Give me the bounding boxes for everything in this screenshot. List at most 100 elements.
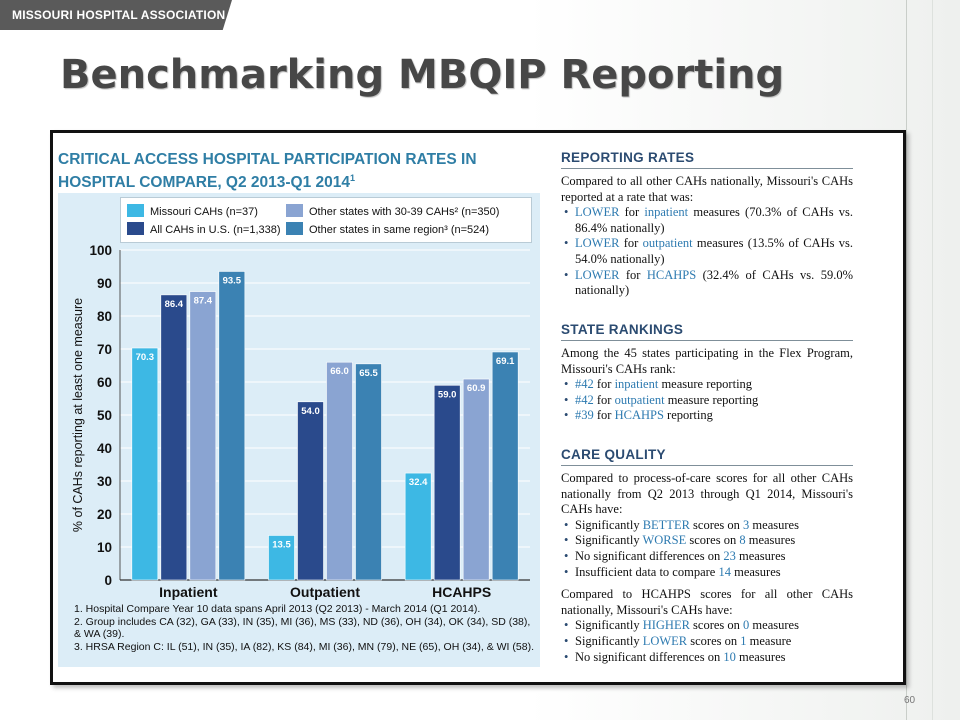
page-title: Benchmarking MBQIP Reporting	[60, 52, 785, 98]
bar-value-label: 60.9	[467, 383, 486, 394]
bar	[326, 361, 353, 581]
list-keyword: HIGHER	[642, 618, 690, 633]
y-tick-label: 0	[104, 573, 112, 588]
bar-value-label: 87.4	[194, 296, 213, 307]
bar	[404, 472, 432, 581]
list-item: Significantly LOWER scores on 1 measure	[564, 633, 853, 650]
section-heading: CARE QUALITY	[561, 447, 853, 466]
list-text: measures (13.5% of CAHs vs. 54.0% nation…	[575, 236, 853, 266]
list-text: measure reporting	[658, 377, 753, 392]
footnote: 3. HRSA Region C: IL (51), IN (35), IA (…	[74, 641, 534, 654]
list-keyword: outpatient	[614, 392, 665, 407]
list-text: reporting	[663, 408, 713, 423]
list-item: No significant differences on 23 measure…	[564, 548, 853, 565]
list-lead: LOWER	[575, 236, 620, 251]
list-number: 3	[743, 517, 750, 532]
chart-title-line1: CRITICAL ACCESS HOSPITAL PARTICIPATION R…	[58, 151, 477, 168]
legend-label: Other states in same region³ (n=524)	[309, 224, 490, 236]
decorative-rule	[906, 0, 907, 720]
y-tick-label: 40	[97, 441, 112, 456]
chart-title-footnote-mark: 1	[350, 173, 356, 183]
chart-title: CRITICAL ACCESS HOSPITAL PARTICIPATION R…	[58, 150, 528, 192]
list-item: Significantly HIGHER scores on 0 measure…	[564, 618, 853, 634]
page-number: 60	[904, 695, 916, 706]
list-keyword: WORSE	[642, 533, 687, 548]
care-quality-list-2: Significantly HIGHER scores on 0 measure…	[561, 618, 853, 665]
bar-value-label: 93.5	[223, 275, 242, 286]
list-text: measures	[730, 564, 781, 579]
state-rankings-section: STATE RANKINGS Among the 45 states parti…	[561, 322, 853, 424]
list-number: 14	[718, 564, 731, 579]
footnote: 2. Group includes CA (32), GA (33), IN (…	[74, 615, 531, 641]
care-quality-section: CARE QUALITY Compared to process-of-care…	[561, 447, 853, 665]
legend-swatch	[286, 222, 303, 235]
y-tick-label: 50	[97, 408, 112, 423]
list-keyword: inpatient	[644, 205, 689, 220]
y-tick-label: 60	[97, 375, 112, 390]
bar-value-label: 59.0	[438, 389, 457, 400]
list-keyword: LOWER	[642, 633, 688, 648]
list-text: Significantly	[575, 618, 643, 633]
bar	[297, 401, 324, 581]
list-item: LOWER for HCAHPS (32.4% of CAHs vs. 59.0…	[564, 267, 853, 299]
list-text: Significantly	[575, 517, 643, 532]
bar-value-label: 66.0	[330, 366, 349, 377]
bar	[462, 378, 490, 581]
y-tick-label: 90	[97, 276, 112, 291]
footnote: 1. Hospital Compare Year 10 data spans A…	[74, 603, 481, 615]
section-intro: Compared to process-of-care scores for a…	[561, 471, 853, 517]
legend-label: Missouri CAHs (n=37)	[150, 206, 258, 218]
section-heading: REPORTING RATES	[561, 150, 853, 169]
x-category-label: Inpatient	[159, 584, 218, 600]
list-rank: #39	[575, 408, 594, 423]
chart-legend: Missouri CAHs (n=37) All CAHs in U.S. (n…	[120, 197, 532, 243]
legend-label: Other states with 30-39 CAHs² (n=350)	[309, 206, 500, 218]
list-text: measure	[746, 633, 792, 648]
bar-chart: 0 10 20 30 40 50 60 70 80 90 100 % of CAHs reportin…	[71, 243, 530, 600]
bar	[189, 291, 217, 581]
list-item: Insufficient data to compare 14 measures	[564, 564, 853, 581]
legend-item: Other states in same region³ (n=524)	[286, 222, 489, 236]
list-rank: #42	[575, 392, 594, 407]
list-text: measures	[749, 618, 799, 633]
list-item: No significant differences on 10 measure…	[564, 649, 853, 666]
list-text: measure reporting	[664, 392, 759, 407]
list-number: 10	[723, 649, 736, 664]
list-text: for	[619, 236, 643, 251]
list-item: LOWER for inpatient measures (70.3% of C…	[564, 205, 853, 236]
org-banner: MISSOURI HOSPITAL ASSOCIATION	[0, 0, 232, 30]
section-heading: STATE RANKINGS	[561, 322, 853, 341]
list-text: for	[619, 205, 645, 220]
list-keyword: HCAHPS	[646, 267, 697, 282]
list-lead: LOWER	[575, 267, 620, 282]
list-text: Significantly	[575, 633, 643, 648]
legend-label: All CAHs in U.S. (n=1,338)	[150, 224, 281, 236]
y-axis-label: % of CAHs reporting at least one measure	[71, 298, 85, 532]
y-tick-label: 70	[97, 342, 112, 357]
list-text: scores on	[687, 633, 741, 648]
decorative-rule	[932, 0, 933, 720]
list-rank: #42	[575, 377, 594, 392]
legend-swatch	[127, 222, 144, 235]
list-text: measures (70.3% of CAHs vs. 86.4% nation…	[575, 205, 853, 235]
list-keyword: BETTER	[642, 517, 690, 532]
list-text: for	[593, 377, 615, 392]
list-text: for	[593, 392, 615, 407]
legend-item: Other states with 30-39 CAHs² (n=350)	[286, 204, 499, 218]
x-category-label: HCAHPS	[432, 584, 491, 600]
y-tick-label: 80	[97, 309, 112, 324]
chart-title-line2: HOSPITAL COMPARE, Q2 2013-Q1 2014	[58, 174, 351, 192]
x-category-label: Outpatient	[290, 584, 360, 600]
list-text: measures	[735, 548, 786, 563]
bar	[433, 385, 461, 581]
bar-value-label: 54.0	[301, 406, 320, 417]
list-item: #42 for inpatient measure reporting	[564, 377, 853, 393]
list-item: #42 for outpatient measure reporting	[564, 392, 853, 409]
list-text: (32.4% of CAHs vs. 59.0% nationally)	[575, 267, 853, 298]
list-text: for	[593, 408, 615, 423]
list-item: LOWER for outpatient measures (13.5% of …	[564, 236, 853, 267]
bar	[355, 363, 382, 581]
bar	[218, 271, 246, 581]
bar-value-label: 69.1	[496, 356, 515, 367]
bar-value-label: 70.3	[136, 352, 155, 363]
